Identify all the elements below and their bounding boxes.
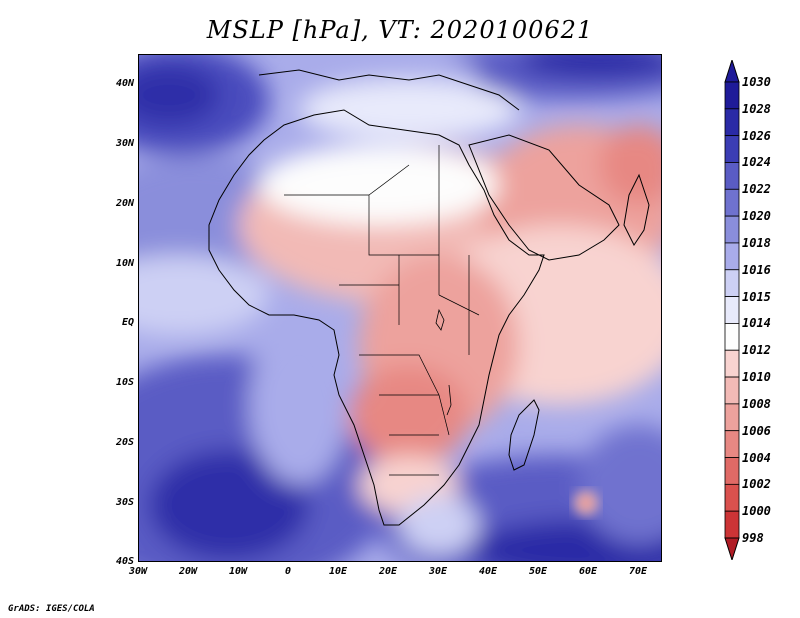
colorbar-level-label: 1024: [742, 155, 771, 170]
colorbar-swatch: [724, 323, 740, 351]
colorbar-top-arrow: [724, 60, 740, 83]
x-tick-70E: 70E: [628, 566, 648, 577]
x-tick-0: 0: [284, 566, 292, 577]
colorbar-swatch: [724, 403, 740, 432]
colorbar-swatch: [724, 483, 740, 512]
colorbar-swatch: [724, 296, 740, 324]
europe-coast: [258, 69, 520, 111]
x-tick-20W: 20W: [178, 566, 198, 577]
colorbar-level-label: 1010: [742, 370, 771, 385]
y-tick-30S: 30S: [115, 497, 134, 508]
y-tick-20S: 20S: [115, 437, 134, 448]
y-tick-20N: 20N: [115, 198, 134, 209]
colorbar-swatch: [724, 376, 740, 405]
y-tick-10N: 10N: [115, 258, 134, 269]
map-title: MSLP [hPa], VT: 2020100621: [206, 16, 594, 44]
colorbar-level-label: 1006: [742, 423, 771, 438]
colorbar-level-label: 1002: [742, 477, 771, 492]
y-tick-40S: 40S: [115, 556, 134, 567]
x-tick-50E: 50E: [528, 566, 548, 577]
y-tick-40N: 40N: [115, 78, 134, 89]
grads-credit: GrADS: IGES/COLA: [8, 604, 95, 614]
colorbar-swatch: [724, 188, 740, 217]
colorbar-level-label: 1012: [742, 343, 771, 358]
x-tick-40E: 40E: [478, 566, 498, 577]
colorbar-level-label: 1026: [742, 128, 771, 143]
colorbar-level-label: 1020: [742, 209, 771, 224]
y-tick-EQ: EQ: [121, 317, 134, 328]
colorbar: [724, 60, 740, 560]
colorbar-swatch: [724, 81, 740, 110]
pressure-field: [139, 55, 661, 561]
colorbar-level-label: 1008: [742, 396, 771, 411]
colorbar-swatch: [724, 135, 740, 163]
country-borders: [284, 145, 480, 476]
colorbar-swatch: [724, 457, 740, 485]
india-coast: [623, 173, 650, 246]
x-tick-30W: 30W: [128, 566, 148, 577]
x-tick-10W: 10W: [228, 566, 248, 577]
madagascar-coast: [508, 399, 540, 471]
colorbar-swatch: [724, 269, 740, 297]
colorbar-bottom-arrow: [724, 537, 740, 560]
lake-malawi: [446, 384, 452, 416]
colorbar-level-label: 1022: [742, 182, 771, 197]
x-tick-30E: 30E: [428, 566, 448, 577]
island-low: [574, 491, 598, 515]
colorbar-level-label: 1000: [742, 504, 771, 519]
pressure-map: [138, 54, 662, 562]
arabia-coast: [468, 134, 620, 261]
africa-coast: [208, 109, 545, 526]
colorbar-level-label: 1004: [742, 450, 771, 465]
colorbar-swatch: [724, 215, 740, 244]
x-tick-10E: 10E: [328, 566, 348, 577]
colorbar-swatch: [724, 162, 740, 190]
colorbar-level-label: 1014: [742, 316, 771, 331]
colorbar-level-label: 998: [742, 531, 764, 545]
colorbar-level-label: 1016: [742, 262, 771, 277]
colorbar-level-label: 1015: [742, 289, 771, 304]
coastlines: [208, 69, 650, 526]
colorbar-level-label: 1028: [742, 101, 771, 116]
colorbar-swatch: [724, 242, 740, 271]
colorbar-level-label: 1018: [742, 235, 771, 250]
colorbar-swatch: [724, 430, 740, 458]
x-tick-20E: 20E: [378, 566, 398, 577]
colorbar-level-label: 1030: [742, 75, 771, 89]
colorbar-swatch: [724, 510, 740, 539]
y-tick-10S: 10S: [115, 377, 134, 388]
colorbar-swatch: [724, 108, 740, 137]
colorbar-swatch: [724, 349, 740, 378]
x-tick-60E: 60E: [578, 566, 598, 577]
lake-victoria: [435, 308, 445, 331]
y-tick-30N: 30N: [115, 138, 134, 149]
